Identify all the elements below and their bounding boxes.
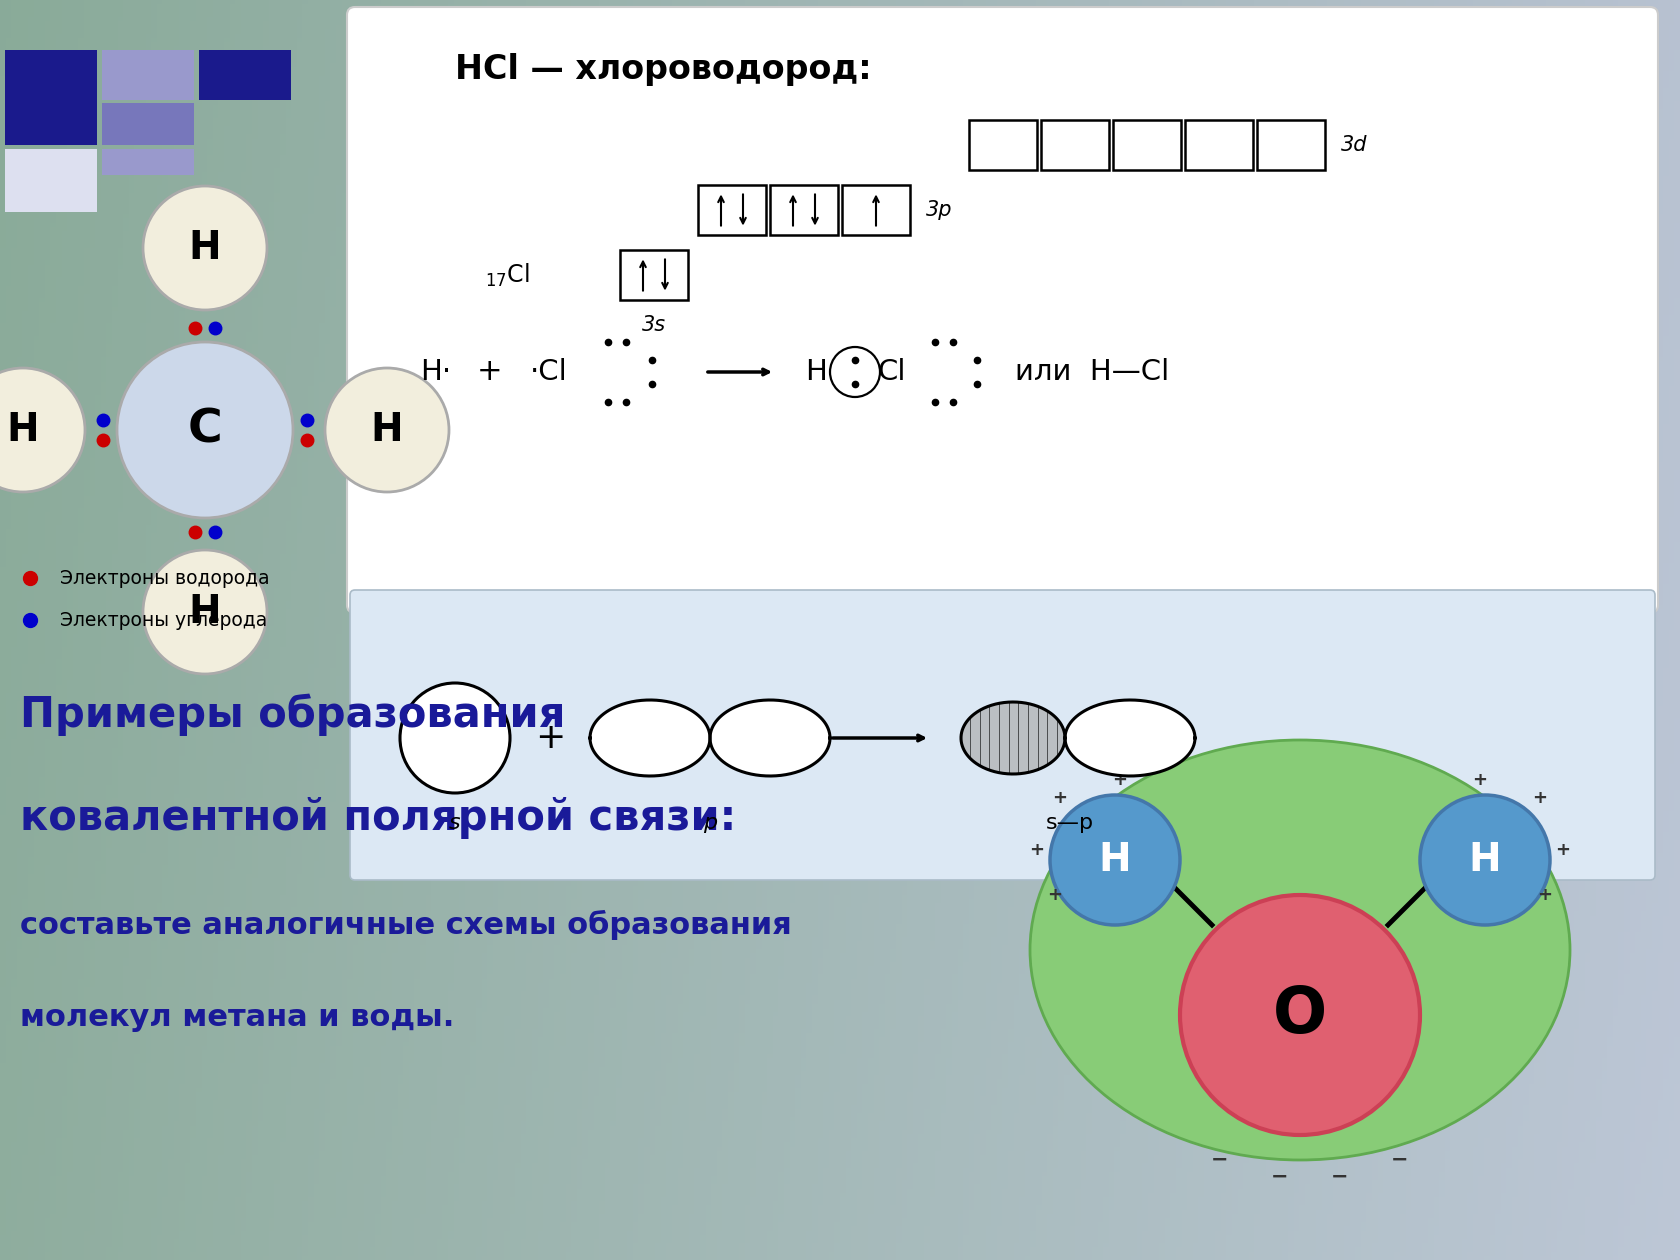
Text: H·: H· <box>420 358 452 386</box>
Text: ковалентной полярной связи:: ковалентной полярной связи: <box>20 798 736 839</box>
Bar <box>102 50 193 100</box>
Circle shape <box>1050 795 1179 925</box>
Text: +: + <box>1556 840 1571 859</box>
Bar <box>1114 120 1181 170</box>
Text: составьте аналогичные схемы образования: составьте аналогичные схемы образования <box>20 910 791 940</box>
Text: 3s: 3s <box>642 315 665 335</box>
Circle shape <box>118 341 292 518</box>
Text: Электроны водорода: Электроны водорода <box>60 568 269 587</box>
Text: или  H—Cl: или H—Cl <box>1015 358 1169 386</box>
Bar <box>102 103 193 145</box>
Text: H: H <box>188 229 222 267</box>
Text: H: H <box>371 411 403 449</box>
Text: +: + <box>1030 840 1045 859</box>
Circle shape <box>1420 795 1551 925</box>
Text: −: − <box>1331 1167 1349 1187</box>
Text: молекул метана и воды.: молекул метана и воды. <box>20 1003 454 1032</box>
Circle shape <box>0 368 86 491</box>
FancyBboxPatch shape <box>348 8 1658 614</box>
Bar <box>5 149 97 212</box>
Text: Электроны углерода: Электроны углерода <box>60 611 267 630</box>
Text: −: − <box>1272 1167 1289 1187</box>
Text: C: C <box>188 407 222 452</box>
Text: H: H <box>805 358 827 386</box>
Bar <box>1257 120 1326 170</box>
Bar <box>697 185 766 236</box>
Text: H: H <box>188 593 222 631</box>
Bar <box>1042 120 1109 170</box>
Circle shape <box>143 186 267 310</box>
Bar <box>5 50 97 145</box>
Text: 3d: 3d <box>1341 135 1368 155</box>
Text: Cl: Cl <box>877 358 906 386</box>
Text: −: − <box>1391 1150 1410 1171</box>
Text: s—p: s—p <box>1047 813 1094 833</box>
Circle shape <box>143 551 267 674</box>
Bar <box>198 50 291 100</box>
Text: HCl — хлороводород:: HCl — хлороводород: <box>455 53 872 87</box>
Text: +: + <box>1537 886 1552 903</box>
Text: 3p: 3p <box>926 200 953 220</box>
Polygon shape <box>1065 701 1194 776</box>
Text: Примеры образования: Примеры образования <box>20 694 566 736</box>
Text: p: p <box>702 813 717 833</box>
Circle shape <box>400 683 511 793</box>
Text: $_{17}$Cl: $_{17}$Cl <box>486 261 529 289</box>
Bar <box>769 185 838 236</box>
Text: s: s <box>449 813 460 833</box>
Text: +: + <box>1052 789 1067 806</box>
Ellipse shape <box>1030 740 1571 1160</box>
Text: +: + <box>534 721 564 755</box>
Polygon shape <box>961 702 1065 774</box>
FancyBboxPatch shape <box>349 590 1655 879</box>
Text: +: + <box>1472 771 1487 789</box>
Bar <box>842 185 911 236</box>
Text: +: + <box>477 358 502 387</box>
Text: +: + <box>1112 771 1127 789</box>
Bar <box>102 149 193 175</box>
Text: +: + <box>1532 789 1547 806</box>
Bar <box>1184 120 1253 170</box>
Text: O: O <box>1273 984 1327 1046</box>
Text: H: H <box>1468 840 1502 879</box>
Bar <box>620 249 689 300</box>
Text: +: + <box>1048 886 1062 903</box>
Text: −: − <box>1211 1150 1228 1171</box>
Text: ·Cl: ·Cl <box>529 358 568 386</box>
Polygon shape <box>711 701 830 776</box>
Circle shape <box>1179 895 1420 1135</box>
Polygon shape <box>590 701 711 776</box>
Text: H: H <box>7 411 39 449</box>
Bar <box>969 120 1037 170</box>
Circle shape <box>324 368 449 491</box>
Text: H: H <box>1099 840 1131 879</box>
